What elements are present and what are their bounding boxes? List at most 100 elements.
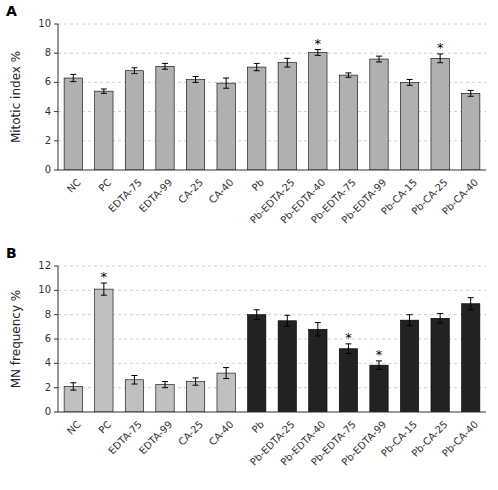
bar bbox=[400, 320, 418, 412]
x-axis bbox=[58, 412, 486, 413]
annotation: * bbox=[315, 36, 322, 51]
y-tick-label: 4 bbox=[45, 357, 51, 368]
x-tick-label: CA-40 bbox=[207, 177, 236, 206]
bar bbox=[248, 67, 266, 170]
error-bar bbox=[223, 368, 229, 379]
error-bar bbox=[284, 58, 290, 67]
y-tick-label: 10 bbox=[38, 18, 51, 29]
y-tick bbox=[54, 111, 58, 112]
error-bar bbox=[70, 74, 76, 81]
error-bar bbox=[437, 313, 443, 323]
error-bar bbox=[131, 376, 137, 385]
grid-line bbox=[58, 290, 486, 291]
y-axis bbox=[58, 24, 59, 170]
y-tick-label: 2 bbox=[45, 135, 51, 146]
x-tick-label: Pb bbox=[250, 419, 267, 436]
grid-line bbox=[58, 53, 486, 54]
x-tick-label: Pb-CA-40 bbox=[440, 177, 480, 217]
background bbox=[0, 0, 498, 490]
y-tick bbox=[54, 387, 58, 388]
x-tick-label: PC bbox=[96, 419, 113, 436]
x-tick-label: CA-25 bbox=[176, 419, 205, 448]
y-tick bbox=[54, 363, 58, 364]
x-tick-label: Pb-CA-40 bbox=[440, 419, 480, 459]
error-bar bbox=[101, 283, 107, 295]
marks bbox=[64, 50, 480, 170]
x-tick-label: EDTA-99 bbox=[137, 177, 175, 215]
y-tick-label: 12 bbox=[38, 260, 51, 271]
y-tick-label: 4 bbox=[45, 106, 51, 117]
error-bar bbox=[468, 298, 474, 310]
y-tick-label: 6 bbox=[45, 333, 51, 344]
error-bar bbox=[468, 90, 474, 96]
error-bar bbox=[101, 89, 107, 93]
bar bbox=[125, 71, 143, 170]
error-bar bbox=[284, 315, 290, 326]
y-tick-label: 6 bbox=[45, 76, 51, 87]
y-tick-label: 10 bbox=[38, 284, 51, 295]
x-tick-label: NC bbox=[65, 177, 83, 195]
bar bbox=[186, 382, 204, 412]
y-tick bbox=[54, 53, 58, 54]
x-tick-label: EDTA-99 bbox=[137, 419, 175, 457]
bar bbox=[95, 289, 113, 412]
bar bbox=[156, 66, 174, 170]
bar bbox=[339, 349, 357, 412]
grid-line bbox=[58, 387, 486, 388]
grid-line bbox=[58, 266, 486, 267]
x-tick-label: PC bbox=[96, 177, 113, 194]
error-bar bbox=[407, 79, 413, 85]
bar bbox=[156, 385, 174, 412]
y-tick-label: 8 bbox=[45, 47, 51, 58]
panel: 0246810NCPCEDTA-75EDTA-99CA-25CA-40PbPb-… bbox=[6, 3, 486, 226]
error-bar bbox=[223, 78, 229, 88]
bar bbox=[278, 321, 296, 412]
y-tick bbox=[54, 24, 58, 25]
error-bar bbox=[162, 63, 168, 69]
bar bbox=[431, 58, 449, 170]
y-axis bbox=[58, 266, 59, 412]
bar bbox=[125, 380, 143, 412]
grid-line bbox=[58, 339, 486, 340]
bar bbox=[217, 83, 235, 170]
bar bbox=[95, 91, 113, 170]
x-tick-label: CA-25 bbox=[176, 177, 205, 206]
error-bar bbox=[254, 310, 260, 320]
bar bbox=[400, 82, 418, 170]
grid-line bbox=[58, 82, 486, 83]
error-bar bbox=[162, 382, 168, 388]
y-tick-label: 2 bbox=[45, 382, 51, 393]
error-bar bbox=[376, 361, 382, 370]
panel: 024681012NCPCEDTA-75EDTA-99CA-25CA-40PbP… bbox=[6, 245, 486, 468]
figure: 0246810NCPCEDTA-75EDTA-99CA-25CA-40PbPb-… bbox=[0, 0, 498, 490]
error-bar bbox=[315, 323, 321, 336]
error-bar bbox=[407, 315, 413, 326]
error-bar bbox=[376, 56, 382, 62]
y-tick bbox=[54, 170, 58, 171]
grid-line bbox=[58, 111, 486, 112]
bar bbox=[248, 315, 266, 412]
annotation: * bbox=[376, 347, 383, 362]
error-bar bbox=[254, 63, 260, 70]
panel-title: B bbox=[6, 245, 17, 261]
error-bar bbox=[193, 378, 199, 385]
grid-line bbox=[58, 363, 486, 364]
y-tick bbox=[54, 339, 58, 340]
y-axis-label: Mitotic index % bbox=[9, 51, 23, 143]
y-tick bbox=[54, 412, 58, 413]
x-tick-label: Pb-EDTA-99 bbox=[340, 419, 389, 468]
x-axis bbox=[58, 170, 486, 171]
error-bar bbox=[437, 54, 443, 63]
x-tick-label: NC bbox=[65, 419, 83, 437]
bar bbox=[64, 78, 82, 170]
y-tick-label: 8 bbox=[45, 309, 51, 320]
x-tick-label: Pb-EDTA-99 bbox=[340, 177, 389, 226]
y-tick bbox=[54, 140, 58, 141]
y-tick-label: 0 bbox=[45, 164, 51, 175]
y-tick bbox=[54, 82, 58, 83]
y-axis-label: MN frequency % bbox=[9, 290, 23, 389]
error-bar bbox=[70, 383, 76, 390]
grid-line bbox=[58, 24, 486, 25]
y-tick bbox=[54, 290, 58, 291]
bar bbox=[370, 59, 388, 170]
